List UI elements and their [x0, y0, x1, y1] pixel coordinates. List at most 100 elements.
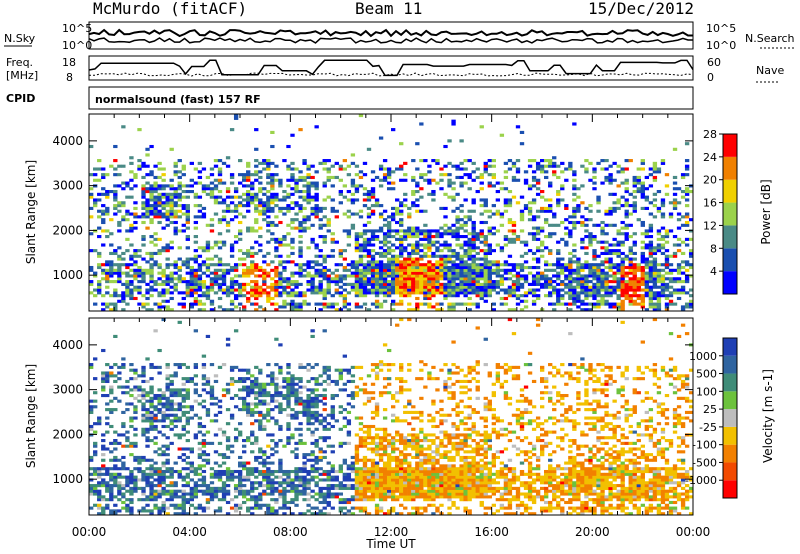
heatmap-cell: [523, 260, 529, 264]
heatmap-cell: [539, 243, 545, 247]
heatmap-cell: [233, 240, 239, 244]
heatmap-cell: [415, 282, 420, 286]
heatmap-cell: [153, 365, 158, 369]
heatmap-cell: [443, 265, 448, 270]
heatmap-cell: [266, 291, 271, 295]
heatmap-cell: [233, 365, 239, 369]
heatmap-cell: [403, 173, 408, 177]
heatmap-cell: [568, 288, 573, 292]
heatmap-cell: [197, 282, 203, 286]
heatmap-cell: [177, 215, 182, 219]
heatmap-cell: [362, 204, 368, 208]
heatmap-cell: [286, 144, 291, 149]
heatmap-cell: [282, 512, 287, 516]
heatmap-cell: [338, 201, 343, 205]
heatmap-cell: [169, 198, 174, 202]
heatmap-cell: [129, 472, 134, 476]
heatmap-cell: [205, 274, 211, 278]
heatmap-cell: [169, 503, 174, 507]
heatmap-cell: [105, 506, 110, 510]
heatmap-cell: [648, 167, 654, 171]
heatmap-cell: [604, 260, 609, 264]
heatmap-cell: [169, 467, 174, 471]
heatmap-cell: [479, 285, 484, 289]
heatmap-cell: [672, 251, 678, 256]
heatmap-cell: [266, 455, 271, 460]
heatmap-cell: [233, 305, 239, 309]
heatmap-cell: [294, 410, 299, 414]
heatmap-cell: [302, 455, 307, 460]
heatmap-cell: [391, 170, 396, 174]
heatmap-cell: [117, 481, 122, 485]
heatmap-cell: [185, 393, 190, 398]
heatmap-cell: [636, 282, 641, 286]
heatmap-cell: [310, 422, 315, 426]
heatmap-cell: [258, 243, 263, 247]
heatmap-cell: [660, 277, 666, 281]
heatmap-cell: [455, 237, 460, 241]
heatmap-cell: [141, 184, 146, 188]
heatmap-cell: [233, 294, 239, 298]
heatmap-cell: [298, 170, 303, 174]
heatmap-cell: [254, 209, 259, 213]
heatmap-cell: [153, 469, 158, 474]
heatmap-cell: [97, 419, 102, 423]
heatmap-cell: [580, 308, 585, 312]
heatmap-cell: [225, 447, 231, 451]
heatmap-cell: [680, 271, 686, 275]
heatmap-cell: [201, 215, 207, 219]
heatmap-cell: [374, 280, 380, 284]
heatmap-cell: [117, 263, 122, 267]
heatmap-cell: [370, 204, 376, 208]
heatmap-cell: [129, 481, 134, 485]
heatmap-cell: [354, 305, 360, 309]
heatmap-cell: [141, 393, 146, 398]
heatmap-cell: [684, 223, 690, 227]
heatmap-cell: [644, 282, 650, 286]
heatmap-cell: [415, 263, 420, 267]
heatmap-cell: [173, 371, 178, 375]
heatmap-cell: [419, 159, 424, 163]
heatmap-cell: [157, 408, 162, 412]
heatmap-cell: [113, 379, 118, 384]
heatmap-cell: [254, 302, 259, 306]
heatmap-cell: [535, 164, 541, 168]
heatmap-cell: [656, 274, 662, 278]
heatmap-cell: [165, 453, 170, 457]
heatmap-cell: [278, 209, 283, 213]
heatmap-cell: [358, 249, 364, 253]
heatmap-cell: [411, 277, 416, 281]
heatmap-cell: [177, 436, 182, 440]
heatmap-cell: [326, 268, 331, 272]
heatmap-cell: [386, 226, 392, 230]
heatmap-cell: [105, 472, 110, 476]
heatmap-cell: [161, 206, 166, 210]
heatmap-cell: [185, 265, 190, 270]
heatmap-cell: [93, 430, 98, 434]
heatmap-cell: [463, 198, 468, 202]
heatmap-cell: [403, 277, 408, 281]
heatmap-cell: [326, 280, 331, 284]
heatmap-cell: [322, 294, 327, 298]
heatmap-cell: [656, 277, 662, 281]
heatmap-cell: [177, 187, 182, 191]
heatmap-cell: [286, 484, 291, 488]
heatmap-cell: [310, 181, 315, 185]
heatmap-cell: [350, 223, 356, 227]
heatmap-cell: [483, 201, 488, 205]
heatmap-cell: [193, 467, 199, 471]
heatmap-cell: [620, 277, 625, 281]
heatmap-cell: [600, 288, 605, 292]
heatmap-cell: [225, 164, 231, 168]
heatmap-cell: [165, 506, 170, 510]
heatmap-cell: [197, 170, 203, 174]
heatmap-cell: [254, 410, 259, 414]
heatmap-cell: [560, 294, 565, 298]
heatmap-cell: [294, 495, 299, 499]
heatmap-cell: [93, 503, 98, 507]
heatmap-cell: [157, 388, 162, 392]
heatmap-cell: [161, 178, 166, 182]
heatmap-cell: [185, 195, 190, 199]
heatmap-cell: [302, 218, 307, 222]
heatmap-cell: [463, 288, 468, 292]
